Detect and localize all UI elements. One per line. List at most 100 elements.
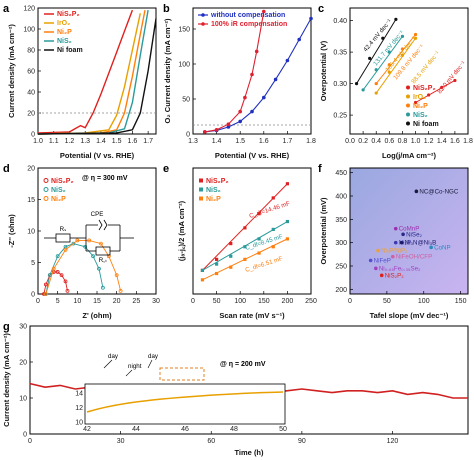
legend-label: NiS₂ [413,112,428,119]
panel-b-label: b [163,3,170,15]
data-point [243,257,247,261]
panel-g-frame [29,325,469,435]
data-point [75,238,80,243]
ytick-label: 100 [23,27,35,34]
panel-b-xlabel: Potential (V vs. RHE) [215,151,290,160]
data-point [285,219,289,224]
panel-e-legend: NiS₂P₂ NiS₂ Ni₂P [199,178,229,203]
xtick-label: 1.7 [143,138,153,145]
data-point [400,47,405,51]
xtick-label: 1.0 [33,138,43,145]
panel-e-label: e [163,163,169,175]
data-point [400,34,405,38]
legend-label: Ni₂P [413,103,428,110]
xtick-label: 120 [387,438,399,445]
legend-marker [43,187,49,192]
data-point [271,227,275,232]
data-point [65,288,70,293]
panel-e-xlabel: Scan rate (mV s⁻¹) [219,311,285,320]
xtick-label: 1.6 [259,138,269,145]
inset-curve [86,391,284,413]
ytick-label: 10 [27,229,35,236]
data-point [63,279,68,284]
ytick-label: 20 [19,360,27,367]
point-label: NiS₂P₂ [385,272,404,279]
circuit-rs-label: Rₛ [60,226,67,233]
xtick-label: 1.3 [80,138,90,145]
xtick-label: 0 [28,438,32,445]
ytick-label: 40 [27,90,35,97]
data-point [215,271,219,276]
xtick-label: 0.2 [358,138,368,145]
panel-g-xticks: 0 30 60 90 120 [28,431,398,445]
data-point [381,36,385,40]
data-point [413,36,418,40]
xtick-label: 0.4 [371,138,381,145]
data-point [393,240,398,245]
data-point [257,237,261,241]
point-label: Ni₀.₆₅Fe₀.₃₅Se₂ [379,265,421,272]
data-point [97,266,101,271]
xtick-label: 1.4 [437,138,447,145]
data-point [390,254,395,259]
data-point [271,245,275,249]
panel-e-xticks: 0 50 100 150 200 250 [191,291,317,305]
equivalent-circuit [44,219,134,256]
panel-d-yticks: 0 5 10 15 20 [27,166,41,299]
data-point [400,53,405,57]
xtick-label: 0.0 [345,138,355,145]
data-point [379,273,384,278]
data-point [101,285,105,290]
legend-label: IrO₂ [413,94,426,101]
data-point [226,125,231,129]
inset-xtick-label: 42 [83,426,91,433]
point-label: NiSe₂ [406,231,422,238]
data-point [87,238,92,243]
xtick-label: 10 [73,298,81,305]
data-point [243,226,247,230]
ytick-label: 0.35 [333,50,347,57]
fit-line [375,37,416,94]
data-point [387,63,391,67]
fit-line [356,19,397,84]
legend-label: Ni foam [57,47,83,54]
panel-b-yticks: 0 50 100 150 [178,27,196,139]
panel-c-frame [349,7,469,135]
inset-ytick-label: 12 [75,405,83,412]
xtick-label: 50 [213,298,221,305]
series-line [204,18,312,133]
data-point [215,257,219,261]
data-point [254,49,259,54]
legend-label: Ni₂P [51,196,66,203]
ytick-label: 10 [19,396,27,403]
point-label: CoNP [434,244,451,251]
data-point [271,196,275,200]
series-line [37,18,157,135]
panel-a: a 1.0 1.1 1.2 1.3 1.4 1.5 1.6 1.7 0 20 40 60 80 100 1… [3,3,157,160]
data-point [238,109,242,114]
cdl-label: C_dl=14.46 mF [248,200,291,220]
legend-marker [199,178,203,183]
legend-marker [406,121,410,126]
data-point [361,88,365,92]
ytick-label: 300 [335,240,347,247]
xtick-label: 25 [132,298,140,305]
ytick-label: 80 [27,48,35,55]
ytick-label: 0.25 [333,113,347,120]
point-label: NC@Co-NGC [419,188,458,195]
ytick-label: 150 [178,27,190,34]
data-point [374,91,378,95]
panel-f-ylabel: Overpotential (mV) [319,197,328,265]
panel-d-label: d [3,163,10,175]
data-point [229,265,233,269]
panel-f-label: f [318,163,322,175]
inset-yticks: 10 12 14 [75,391,83,427]
xtick-label: 90 [298,438,306,445]
data-point [285,58,290,63]
panel-c-xlabel: Log(j/mA cm⁻²) [382,151,437,160]
circuit-cpe-element [98,219,108,231]
xtick-label: 20 [113,298,121,305]
